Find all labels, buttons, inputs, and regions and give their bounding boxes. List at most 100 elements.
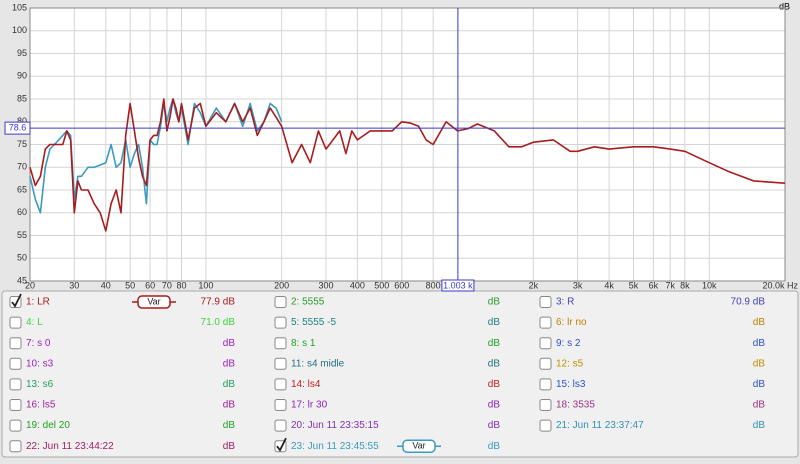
- legend-label[interactable]: 1: LR: [26, 297, 50, 308]
- x-tick-label: 600: [394, 280, 409, 290]
- checkbox[interactable]: [9, 357, 22, 370]
- checkbox[interactable]: [274, 419, 287, 432]
- legend-label[interactable]: 4: L: [26, 317, 43, 328]
- legend-readout: 70.9 dB: [731, 297, 766, 308]
- legend-label[interactable]: 8: s 1: [291, 338, 316, 349]
- x-tick-label: 100: [198, 280, 213, 290]
- var-button[interactable]: [402, 439, 436, 453]
- y-tick-label: 55: [17, 230, 27, 240]
- legend-label[interactable]: 19: del 20: [26, 420, 70, 431]
- legend-readout: dB: [753, 420, 766, 431]
- x-tick-label: 300: [318, 280, 333, 290]
- legend-label[interactable]: 6: lr no: [556, 317, 587, 328]
- legend-readout: dB: [488, 297, 501, 308]
- x-tick-label: 30: [69, 280, 79, 290]
- y-tick-label: 60: [17, 207, 27, 217]
- x-tick-label: 200: [274, 280, 289, 290]
- legend-label[interactable]: 3: R: [556, 297, 574, 308]
- legend-label[interactable]: 11: s4 midle: [291, 358, 345, 369]
- legend-label[interactable]: 18: 3535: [556, 400, 595, 411]
- checkbox[interactable]: [539, 296, 552, 308]
- checkbox[interactable]: [539, 357, 552, 370]
- legend-label[interactable]: 23: Jun 11 23:45:55: [291, 441, 379, 452]
- plot-frame: [29, 7, 786, 282]
- checkbox[interactable]: [539, 316, 552, 329]
- legend-label[interactable]: 16: ls5: [26, 400, 56, 411]
- x-tick-label: 4k: [604, 280, 614, 290]
- checkbox[interactable]: [274, 296, 287, 308]
- var-button-label[interactable]: Var: [147, 296, 160, 306]
- y-unit: dB: [779, 1, 790, 11]
- checkbox[interactable]: [274, 357, 287, 370]
- x-tick-label: 6k: [649, 280, 659, 290]
- legend-label[interactable]: 7: s 0: [26, 338, 51, 349]
- legend-readout: dB: [488, 358, 501, 369]
- y-tick-label: 100: [12, 25, 27, 35]
- checkbox[interactable]: [539, 378, 552, 391]
- checkbox[interactable]: [539, 337, 552, 350]
- legend-readout: 77.9 dB: [201, 297, 236, 308]
- legend-readout: dB: [488, 420, 501, 431]
- y-tick-label: 80: [17, 116, 27, 126]
- x-tick-label: 3k: [573, 280, 583, 290]
- legend-readout: dB: [753, 400, 766, 411]
- x-tick-label: 800: [426, 280, 441, 290]
- checkbox[interactable]: [9, 316, 22, 329]
- checkbox[interactable]: [9, 419, 22, 432]
- cursor-y-box: [4, 121, 31, 135]
- x-tick-label: 50: [125, 280, 135, 290]
- legend-label[interactable]: 14: ls4: [291, 379, 321, 390]
- var-button-label[interactable]: Var: [412, 441, 425, 451]
- legend-label[interactable]: 12: s5: [556, 358, 584, 369]
- checkbox[interactable]: [9, 399, 22, 411]
- legend-label[interactable]: 15: ls3: [556, 379, 586, 390]
- legend-label[interactable]: 2: 5555: [291, 297, 325, 308]
- legend-label[interactable]: 9: s 2: [556, 338, 581, 349]
- legend-readout: dB: [223, 379, 236, 390]
- x-tick-label: 400: [350, 280, 365, 290]
- y-tick-label: 85: [17, 93, 27, 103]
- legend-readout: dB: [488, 400, 501, 411]
- y-tick-label: 65: [17, 184, 27, 194]
- checkbox[interactable]: [9, 337, 22, 350]
- y-tick-label: 75: [17, 139, 27, 149]
- checkbox[interactable]: [274, 399, 287, 411]
- legend-label[interactable]: 5: 5555 -5: [291, 317, 336, 328]
- legend-readout: dB: [753, 317, 766, 328]
- legend-label[interactable]: 13: s6: [26, 379, 54, 390]
- legend-readout: dB: [753, 338, 766, 349]
- x-tick-label: 7k: [665, 280, 675, 290]
- y-tick-label: 70: [17, 162, 27, 172]
- x-tick-label: 20: [25, 280, 35, 290]
- checkbox[interactable]: [9, 440, 22, 453]
- y-tick-label: 105: [12, 2, 27, 12]
- var-button[interactable]: [137, 295, 171, 309]
- x-tick-label: 10k: [702, 280, 717, 290]
- legend-panel: [1, 290, 799, 458]
- legend-readout: dB: [223, 358, 236, 369]
- checkbox[interactable]: [274, 378, 287, 391]
- legend-label[interactable]: 17: lr 30: [291, 400, 328, 411]
- checkbox[interactable]: [9, 378, 22, 391]
- legend-label[interactable]: 10: s3: [26, 358, 54, 369]
- y-tick-label: 45: [17, 275, 27, 285]
- legend-label[interactable]: 22: Jun 11 23:44:22: [26, 441, 114, 452]
- check-mark: [11, 293, 22, 308]
- x-tick-label: 2k: [529, 280, 539, 290]
- checkbox[interactable]: [539, 399, 552, 411]
- cursor-y-label: 78.6: [9, 122, 27, 132]
- x-tick-label: 40: [101, 280, 111, 290]
- x-tick-label: 8k: [680, 280, 690, 290]
- checkbox[interactable]: [539, 419, 552, 432]
- legend-label[interactable]: 20: Jun 11 23:35:15: [291, 420, 379, 431]
- y-tick-label: 50: [17, 253, 27, 263]
- x-tick-label: 5k: [629, 280, 639, 290]
- legend-readout: dB: [488, 338, 501, 349]
- legend-label[interactable]: 21: Jun 11 23:37:47: [556, 420, 644, 431]
- legend-readout: dB: [753, 358, 766, 369]
- checkbox[interactable]: [274, 316, 287, 329]
- check-mark: [276, 437, 287, 452]
- x-tick-label: 80: [177, 280, 187, 290]
- checkbox[interactable]: [274, 337, 287, 350]
